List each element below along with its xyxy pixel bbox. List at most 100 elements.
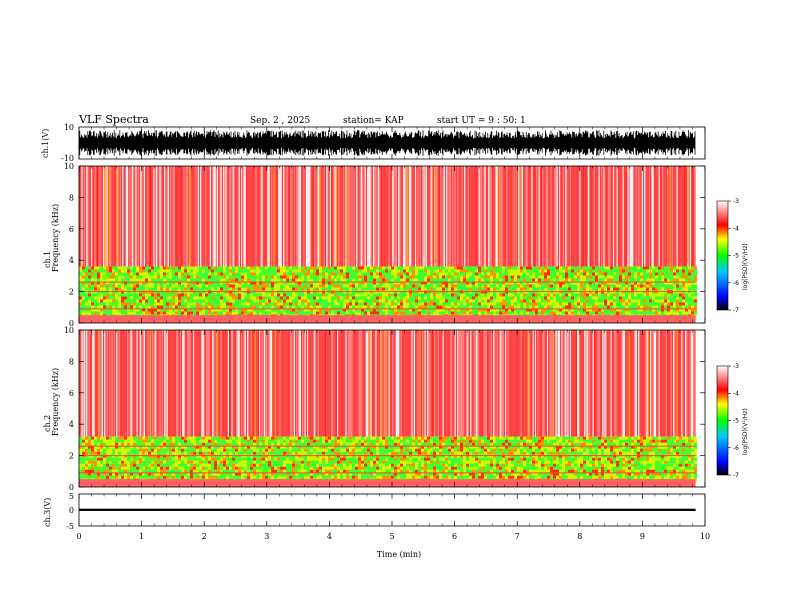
spectrogram-cell: [136, 311, 139, 315]
spectrogram-cell: [649, 299, 652, 303]
spectrogram-cell: [457, 275, 460, 279]
spectrogram-cell: [364, 272, 367, 276]
spectrogram-cell: [109, 308, 112, 312]
spectrogram-streak: [446, 166, 448, 267]
spectrogram-cell: [352, 311, 355, 315]
spectrogram-streak: [375, 166, 377, 267]
spectrogram-cell: [382, 278, 385, 282]
spectrogram-cell: [544, 275, 547, 279]
spectrogram-streak: [283, 330, 285, 437]
spectrogram-cell: [340, 296, 343, 300]
spectrogram-cell: [94, 460, 97, 464]
spectrogram-cell: [679, 281, 682, 285]
spectrogram-streak: [405, 330, 407, 437]
spectrogram-cell: [232, 278, 235, 282]
spectrogram-cell: [511, 311, 514, 315]
spectrogram-cell: [355, 302, 358, 306]
spectrogram-cell: [250, 275, 253, 279]
spectrogram-cell: [613, 308, 616, 312]
spectrogram-streak: [328, 166, 330, 267]
spectrogram-cell: [400, 272, 403, 276]
spectrogram-cell: [451, 296, 454, 300]
spectrogram-cell: [148, 463, 151, 467]
spectrogram-cell: [487, 296, 490, 300]
spectrogram-cell: [139, 284, 142, 288]
spectrogram-cell: [637, 272, 640, 276]
spectrogram-streak: [512, 330, 514, 437]
spectrogram-cell: [178, 308, 181, 312]
spectrogram-cell: [511, 281, 514, 285]
spectrogram-cell: [346, 299, 349, 303]
spectrogram-cell: [169, 296, 172, 300]
spectrogram-cell: [415, 269, 418, 273]
spectrogram-cell: [325, 275, 328, 279]
spectrogram-cell: [661, 308, 664, 312]
spectrogram-cell: [553, 281, 556, 285]
spectrogram-cell: [268, 266, 271, 270]
spectrogram-cell: [277, 299, 280, 303]
spectrogram-cell: [352, 287, 355, 291]
spectrogram-cell: [310, 302, 313, 306]
spectrogram-cell: [679, 266, 682, 270]
spectrogram-cell: [670, 287, 673, 291]
spectrogram-cell: [88, 299, 91, 303]
spectrogram-cell: [583, 275, 586, 279]
spectrogram-cell: [301, 284, 304, 288]
spectrogram-cell: [256, 308, 259, 312]
spectrogram-cell: [631, 284, 634, 288]
spectrogram-cell: [91, 293, 94, 297]
spectrogram-streak: [589, 330, 591, 437]
spectrogram-cell: [472, 311, 475, 315]
spectrogram-cell: [169, 281, 172, 285]
spectrogram-cell: [472, 272, 475, 276]
spectrogram-streak: [122, 166, 124, 267]
spectrogram-streak: [560, 330, 562, 437]
spectrogram-cell: [301, 272, 304, 276]
spectrogram-cell: [136, 454, 139, 458]
spectrogram-cell: [688, 281, 691, 285]
spectrogram-cell: [505, 281, 508, 285]
spectrogram-cell: [337, 293, 340, 297]
spectrogram-cell: [127, 454, 130, 458]
spectrogram-cell: [115, 439, 118, 443]
spectrogram-cell: [436, 305, 439, 309]
spectrogram-cell: [505, 299, 508, 303]
spectrogram-streak: [661, 166, 663, 267]
spectrogram-cell: [619, 293, 622, 297]
spectrogram-cell: [226, 281, 229, 285]
spectrogram-cell: [289, 293, 292, 297]
spectrogram-streak: [135, 166, 137, 267]
spectrogram-cell: [520, 284, 523, 288]
spectrogram-cell: [106, 308, 109, 312]
spectrogram-cell: [370, 299, 373, 303]
spectrogram-cell: [103, 296, 106, 300]
spectrogram-cell: [235, 272, 238, 276]
spectrogram-streak: [351, 166, 353, 267]
ch1-colorbar-ticks: -3-4-5-6-7: [728, 198, 739, 314]
spectrogram-cell: [445, 266, 448, 270]
spectrogram-streak: [625, 330, 627, 437]
spectrogram-cell: [637, 275, 640, 279]
spectrogram-cell: [664, 281, 667, 285]
spectrogram-cell: [373, 308, 376, 312]
spectrogram-cell: [496, 266, 499, 270]
spectrogram-cell: [412, 269, 415, 273]
spectrogram-cell: [499, 266, 502, 270]
spectrogram-cell: [685, 284, 688, 288]
spectrogram-cell: [253, 305, 256, 309]
spectrogram-streak: [380, 166, 382, 267]
date-label: Sep. 2 , 2025: [250, 116, 310, 126]
spectrogram-cell: [169, 299, 172, 303]
spectrogram-cell: [598, 266, 601, 270]
spectrogram-cell: [127, 278, 130, 282]
spectrogram-streak: [243, 330, 245, 437]
spectrogram-cell: [208, 302, 211, 306]
spectrogram-cell: [292, 281, 295, 285]
spectrogram-cell: [391, 293, 394, 297]
spectrogram-cell: [451, 308, 454, 312]
spectrogram-cell: [388, 305, 391, 309]
spectrogram-streak: [292, 330, 294, 437]
spectrogram-cell: [271, 302, 274, 306]
spectrogram-cell: [343, 311, 346, 315]
spectrogram-cell: [223, 272, 226, 276]
